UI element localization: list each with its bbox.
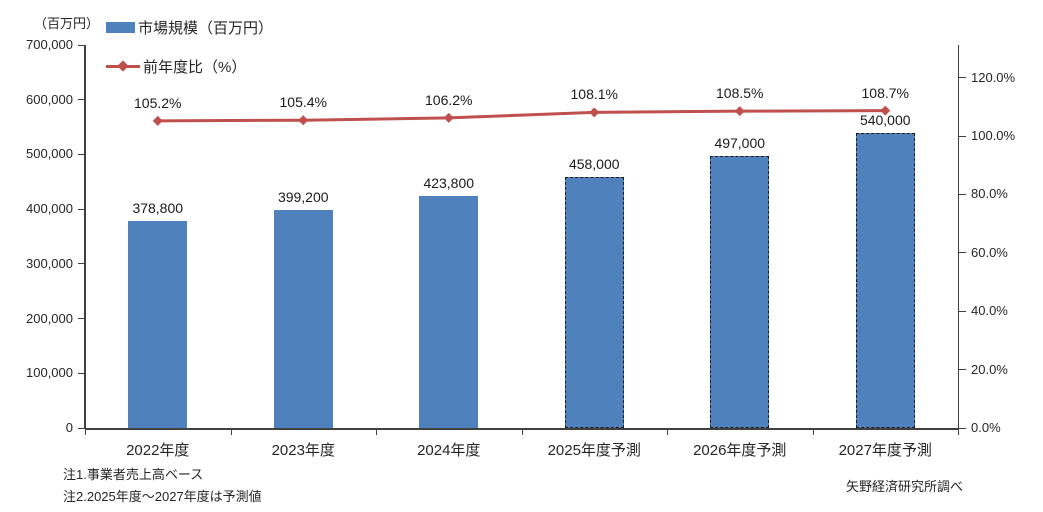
left-axis-tick [78,44,85,46]
left-axis-tick-label: 600,000 [26,91,73,107]
bar-2026年度予測 [710,156,770,428]
right-axis-tick-label: 100.0% [971,128,1016,143]
right-axis-tick-label: 60.0% [971,244,1008,260]
legend-label-yoy-ratio: 前年度比（%） [143,58,247,76]
x-axis-tick [667,428,668,435]
left-axis-tick-label: 500,000 [26,146,73,162]
x-axis-tick [812,428,814,435]
line-point-marker-icon [152,115,163,126]
x-axis-category-label: 2025年度予測 [547,442,641,459]
right-axis-tick-label: 20.0% [971,361,1008,377]
right-axis-tick [959,252,966,254]
line-point-marker-icon [443,112,454,123]
left-axis-tick [78,427,85,429]
left-axis-tick-label: 700,000 [26,37,73,52]
x-axis-tick [958,428,959,435]
left-axis-tick [78,318,85,320]
line-point-marker-icon [298,115,309,126]
bar-2024年度 [419,196,479,428]
left-axis-tick [78,99,85,101]
legend-item-market-size: 市場規模（百万円） [106,14,273,40]
bar-series-swatch-icon [106,21,135,33]
bar-value-label: 497,000 [714,135,766,152]
line-value-label: 106.2% [425,91,473,108]
x-axis-category-label: 2024年度 [417,442,481,459]
bar-value-label: 540,000 [859,111,911,128]
legend-item-yoy-ratio: 前年度比（%） [106,53,273,79]
line-point-marker-icon [734,106,745,117]
left-axis-tick [78,153,85,155]
right-axis-tick [959,427,966,429]
right-axis-tick-label: 40.0% [971,303,1008,319]
bar-2022年度 [128,220,188,428]
left-axis-line [84,45,86,428]
x-axis-category-label: 2026年度予測 [693,442,787,459]
left-axis-tick-label: 400,000 [26,201,73,217]
legend-label-market-size: 市場規模（百万円） [138,19,274,37]
x-axis-tick [521,428,523,435]
line-value-label: 108.1% [570,86,618,103]
right-axis-tick-label: 80.0% [971,186,1008,202]
x-axis-tick [376,428,377,435]
footnotes: 注1.事業者売上高ベース 注2.2025年度～2027年度は予測値 [63,464,262,508]
line-series-swatch-icon [106,60,140,72]
x-axis-category-label: 2022年度 [126,442,190,459]
footnote-1: 注1.事業者売上高ベース [63,467,204,482]
right-axis-tick [959,310,966,312]
yoy-line [157,109,886,123]
right-axis-tick-label: 120.0% [971,69,1016,85]
line-point-marker-icon [589,107,600,118]
left-axis-tick-label: 200,000 [26,310,73,326]
bar-2027年度予測 [855,132,915,428]
left-axis-tick-label: 100,000 [26,365,73,381]
line-value-label: 105.4% [279,94,327,111]
left-axis-tick [78,263,85,265]
right-axis-tick [959,193,966,195]
bar-2025年度予測 [564,177,624,428]
left-axis-tick-label: 0 [65,420,73,435]
left-axis-tick [78,372,85,374]
x-axis-category-label: 2027年度予測 [838,442,932,459]
line-value-label: 105.2% [134,94,182,111]
bar-value-label: 399,200 [277,188,329,205]
footnote-2: 注2.2025年度～2027年度は予測値 [63,489,262,504]
left-axis-tick-label: 300,000 [26,255,73,271]
bar-value-label: 378,800 [132,199,184,216]
bar-2023年度 [273,209,333,428]
right-axis-tick [959,77,966,79]
left-axis-tick [78,208,85,210]
bar-value-label: 423,800 [423,175,475,192]
x-axis-tick [230,428,232,435]
left-axis-title: （百万円） [34,16,100,31]
legend: 市場規模（百万円） 前年度比（%） [106,14,273,92]
right-axis-tick [959,135,966,137]
bar-value-label: 458,000 [568,156,620,173]
x-axis-category-label: 2023年度 [271,442,335,459]
line-value-label: 108.7% [861,84,909,101]
right-axis-line [958,45,959,428]
x-axis-tick [85,428,86,435]
source-credit: 矢野経済研究所調べ [846,479,964,494]
line-value-label: 108.5% [716,85,764,102]
right-axis-tick-label: 0.0% [971,420,1001,435]
right-axis-tick [959,369,966,371]
